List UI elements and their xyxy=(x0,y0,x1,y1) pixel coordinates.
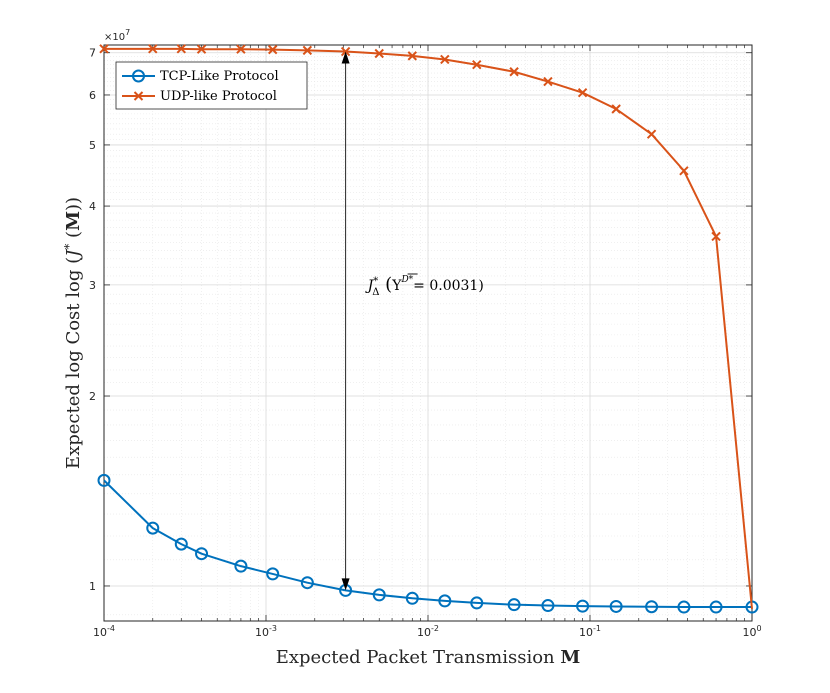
udp-point xyxy=(611,104,621,114)
udp-point xyxy=(407,51,418,61)
tcp-point xyxy=(195,547,209,561)
tcp-point xyxy=(709,600,723,614)
udp-point xyxy=(543,76,553,87)
udp-point xyxy=(148,44,158,54)
x-tick-label: 10-2 xyxy=(417,624,439,639)
tcp-point xyxy=(146,521,160,535)
legend-box xyxy=(115,61,308,110)
tcp-point xyxy=(438,594,452,608)
udp-point xyxy=(99,44,109,54)
legend-marker-tcp xyxy=(132,69,145,83)
udp-point xyxy=(176,44,187,54)
udp-point xyxy=(440,54,450,65)
tcp-point xyxy=(234,559,248,573)
udp-point xyxy=(577,87,588,98)
y-tick-label: 2 xyxy=(89,390,96,403)
tcp-point xyxy=(300,576,314,590)
y-tick-label: 6 xyxy=(89,89,96,102)
legend-label-tcp: TCP-Like Protocol xyxy=(160,69,279,84)
y-tick-label: 3 xyxy=(89,279,96,292)
tcp-point xyxy=(645,600,659,614)
udp-point xyxy=(679,166,689,176)
tcp-point xyxy=(609,599,623,613)
udp-point xyxy=(267,44,278,55)
udp-point xyxy=(646,129,657,139)
udp-point xyxy=(711,231,721,242)
legend-label-udp: UDP-like Protocol xyxy=(160,89,277,104)
y-tick-label: 5 xyxy=(89,139,96,152)
udp-point xyxy=(472,60,482,70)
y-tick-label: 7 xyxy=(89,47,96,60)
legend: TCP-Like Protocol UDP-like Protocol xyxy=(115,61,308,110)
x-tick-label: 10-3 xyxy=(255,624,277,639)
annotation-arrow-head-bottom xyxy=(341,578,350,591)
x-axis-label: Expected Packet Transmission M xyxy=(276,647,581,668)
x-tick-label: 10-4 xyxy=(93,624,115,639)
udp-point xyxy=(236,44,246,54)
x-tick-label: 100 xyxy=(742,624,761,639)
y-multiplier-exp: 7 xyxy=(125,28,130,37)
tcp-point xyxy=(266,567,280,581)
tcp-point xyxy=(372,588,386,602)
series-line-udp xyxy=(104,47,753,609)
udp-point xyxy=(374,48,384,59)
legend-marker-udp xyxy=(133,91,144,101)
y-axis-label: Expected log Cost log (J* (M)) xyxy=(62,197,84,469)
tcp-point xyxy=(97,473,111,487)
udp-point xyxy=(340,46,351,57)
udp-point xyxy=(302,45,313,56)
tcp-point xyxy=(576,599,590,613)
tcp-point xyxy=(174,537,188,551)
x-tick-label: 10-1 xyxy=(579,624,601,639)
annotation-label: J* Δ (ΥD*= 0.0031) xyxy=(365,274,484,298)
annotation-arrow-head-top xyxy=(341,51,350,64)
tcp-point xyxy=(405,591,419,605)
y-tick-label: 4 xyxy=(89,200,96,213)
tcp-point xyxy=(470,596,484,610)
tcp-point xyxy=(677,600,691,614)
y-multiplier: ×107 xyxy=(104,28,130,43)
annotation-layer: J* Δ (ΥD*= 0.0031) xyxy=(341,51,484,591)
y-tick-label: 1 xyxy=(89,580,96,593)
tcp-point xyxy=(507,598,521,612)
udp-point xyxy=(196,44,207,54)
tcp-point xyxy=(541,599,555,613)
udp-point xyxy=(509,67,519,77)
